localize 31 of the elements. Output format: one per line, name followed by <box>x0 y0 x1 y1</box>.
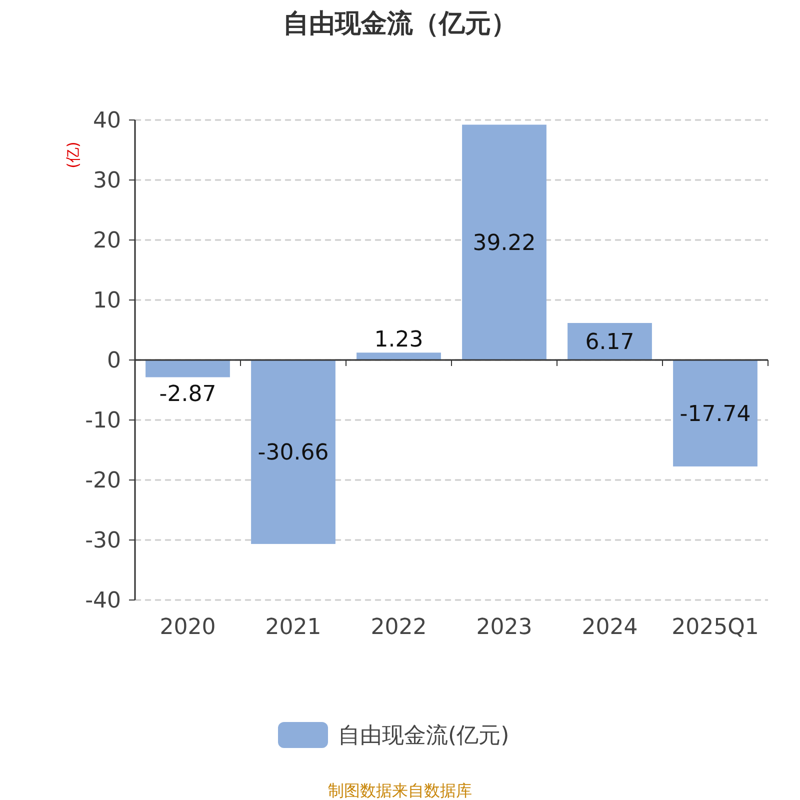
x-tick-label: 2023 <box>476 615 532 640</box>
bar <box>356 352 441 360</box>
bar <box>251 360 336 544</box>
bar <box>568 322 652 360</box>
y-tick-label: 40 <box>93 108 121 134</box>
x-tick-label: 2025Q1 <box>672 615 759 640</box>
y-tick-label: -40 <box>85 588 121 614</box>
y-tick-label: 0 <box>107 348 121 374</box>
text: 制图数据来自数据库 <box>328 781 472 800</box>
x-tick-label: 2022 <box>370 615 427 640</box>
data-label: 6.17 <box>585 330 634 356</box>
y-tick-label: 10 <box>93 288 121 314</box>
bar <box>146 360 230 378</box>
y-tick-label: -10 <box>85 408 121 434</box>
data-label: -17.74 <box>680 402 751 427</box>
y-tick-label: 30 <box>93 168 121 194</box>
data-label: 39.22 <box>472 231 536 256</box>
bar <box>673 360 758 466</box>
data-label: -30.66 <box>258 440 329 466</box>
x-tick-label: 2020 <box>160 615 216 640</box>
y-axis-title: (亿) <box>64 142 82 168</box>
y-tick-label: 20 <box>93 228 121 254</box>
data-label: -2.87 <box>159 382 216 407</box>
legend-label: 自由现金流(亿元) <box>338 724 510 749</box>
data-label: 1.23 <box>374 327 424 352</box>
x-tick-label: 2024 <box>582 615 638 640</box>
y-tick-label: -20 <box>85 468 121 494</box>
bar <box>462 124 546 360</box>
y-tick-label: -30 <box>85 528 121 554</box>
x-tick-label: 2021 <box>265 615 322 640</box>
chart-title: 自由现金流（亿元） <box>283 9 517 39</box>
